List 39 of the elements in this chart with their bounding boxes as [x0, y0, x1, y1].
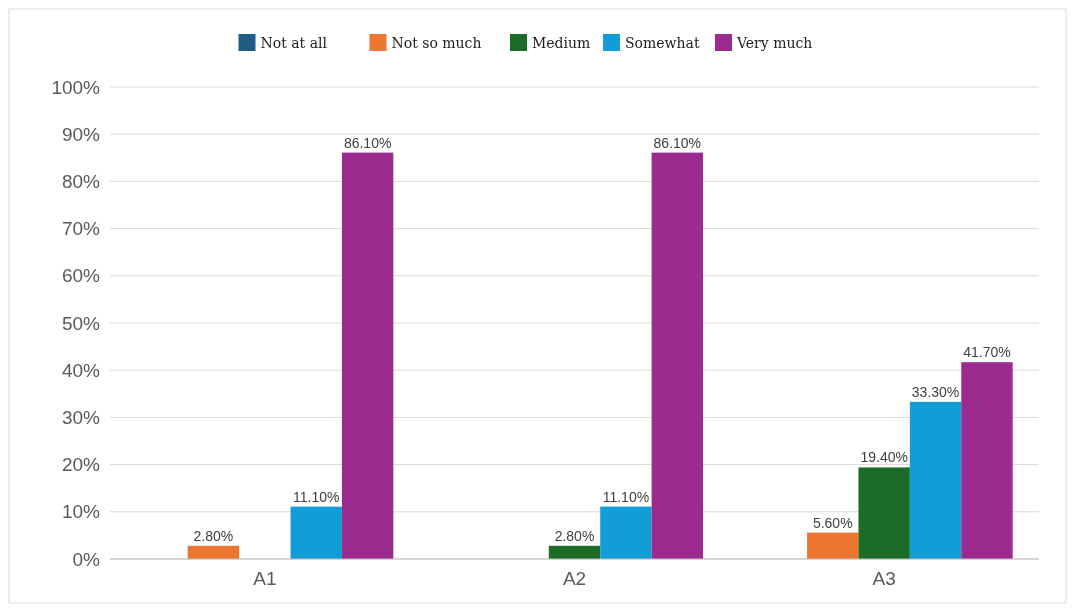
y-tick-label: 20%	[61, 454, 101, 476]
legend-label: Medium	[532, 35, 591, 51]
data-label: 11.10%	[293, 488, 340, 505]
bar	[600, 506, 652, 559]
legend-label: Not so much	[391, 35, 482, 51]
data-label: 5.60%	[812, 514, 853, 531]
legend-label: Not at all	[260, 35, 328, 51]
bar	[548, 545, 601, 559]
data-label: 19.40%	[860, 449, 908, 466]
data-label: 33.30%	[911, 383, 960, 400]
x-tick-label: A2	[562, 568, 587, 589]
data-label: 41.70%	[963, 344, 1011, 361]
y-tick-label: 0%	[72, 548, 101, 570]
y-tick-label: 50%	[61, 312, 101, 334]
x-tick-label: A3	[872, 568, 896, 589]
bar	[341, 152, 394, 559]
data-label: 86.10%	[343, 134, 392, 151]
bar	[807, 532, 859, 559]
y-tick-label: 60%	[61, 265, 101, 287]
bar	[651, 152, 704, 559]
bar	[961, 362, 1013, 559]
bar	[909, 401, 962, 559]
bar	[187, 545, 240, 559]
y-tick-label: 70%	[61, 218, 101, 240]
data-label: 11.10%	[602, 488, 650, 505]
data-label: 86.10%	[653, 134, 702, 151]
y-tick-label: 100%	[51, 76, 101, 98]
legend-label: Very much	[736, 35, 813, 51]
bar	[858, 467, 910, 559]
x-tick-label: A1	[253, 568, 277, 589]
legend-label: Somewhat	[625, 35, 700, 51]
bar	[290, 506, 342, 559]
data-label: 2.80%	[554, 527, 595, 544]
y-tick-label: 40%	[61, 359, 101, 381]
data-label: 2.80%	[193, 527, 234, 544]
y-tick-label: 90%	[61, 123, 101, 145]
y-tick-label: 10%	[61, 501, 101, 523]
y-tick-label: 30%	[61, 407, 101, 429]
y-tick-label: 80%	[61, 171, 101, 193]
